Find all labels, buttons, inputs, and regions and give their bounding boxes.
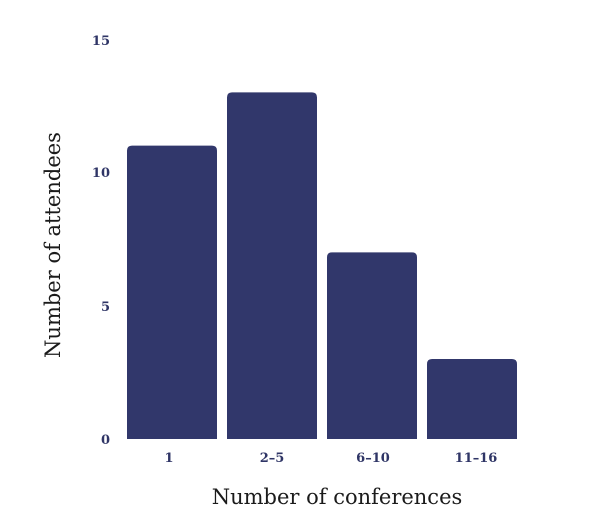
bar-11-16	[427, 359, 517, 439]
bars-group	[127, 92, 517, 439]
x-tick-label-6-10: 6–10	[356, 451, 390, 466]
bar-6-10	[327, 252, 417, 439]
y-tick-label-10: 10	[92, 166, 110, 181]
x-axis-title: Number of conferences	[212, 485, 463, 509]
x-tick-label-11-16: 11–16	[455, 451, 498, 466]
x-tick-label-2-5: 2–5	[260, 451, 285, 466]
y-tick-label-5: 5	[101, 300, 110, 315]
y-tick-label-0: 0	[101, 433, 110, 448]
bar-2-5	[227, 92, 317, 439]
y-tick-label-15: 15	[92, 34, 110, 49]
bar-1	[127, 145, 217, 439]
x-tick-label-1: 1	[164, 451, 173, 466]
y-axis-title: Number of attendees	[41, 132, 65, 358]
